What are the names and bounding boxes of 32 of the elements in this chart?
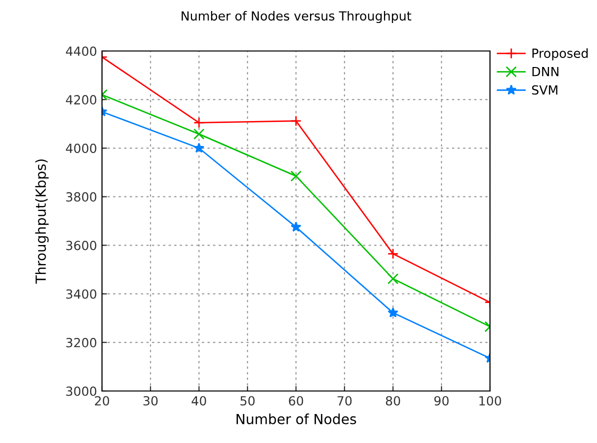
point bbox=[193, 128, 205, 140]
x-tick-label: 20 bbox=[94, 396, 110, 406]
x-axis-title: Number of Nodes bbox=[236, 414, 356, 424]
x-tick-label: 70 bbox=[338, 396, 352, 406]
x-tick-label: 40 bbox=[192, 396, 206, 406]
point bbox=[290, 222, 302, 232]
point bbox=[290, 170, 302, 182]
y-tick-label: 4000 bbox=[66, 144, 96, 154]
legend-label: SVM bbox=[532, 85, 558, 95]
point bbox=[193, 117, 205, 128]
y-tick-label: 3600 bbox=[66, 240, 96, 250]
point bbox=[387, 248, 399, 260]
y-tick-label: 4200 bbox=[66, 95, 96, 104]
y-tick-label: 3200 bbox=[66, 338, 96, 348]
legend-label: DNN bbox=[532, 67, 558, 76]
x-tick-label: 80 bbox=[386, 396, 400, 406]
y-axis-title: Throughput(Kbps) bbox=[35, 159, 49, 284]
x-tick-label: 90 bbox=[434, 396, 449, 406]
x-tick-label: 30 bbox=[144, 396, 158, 406]
x-tick-label: 50 bbox=[240, 396, 255, 406]
y-tick-label: 3000 bbox=[66, 386, 96, 396]
point bbox=[194, 142, 204, 153]
legend-label: Proposed bbox=[532, 48, 588, 60]
y-tick-label: 3400 bbox=[66, 289, 96, 299]
point bbox=[387, 273, 399, 284]
x-tick-label: 100 bbox=[479, 396, 502, 406]
point bbox=[290, 115, 302, 126]
y-tick-label: 4400 bbox=[66, 46, 96, 56]
y-tick-label: 3800 bbox=[66, 192, 96, 202]
chart-title: Number of Nodes versus Throughput bbox=[182, 10, 412, 24]
point bbox=[388, 307, 398, 318]
x-tick-label: 60 bbox=[288, 396, 304, 406]
